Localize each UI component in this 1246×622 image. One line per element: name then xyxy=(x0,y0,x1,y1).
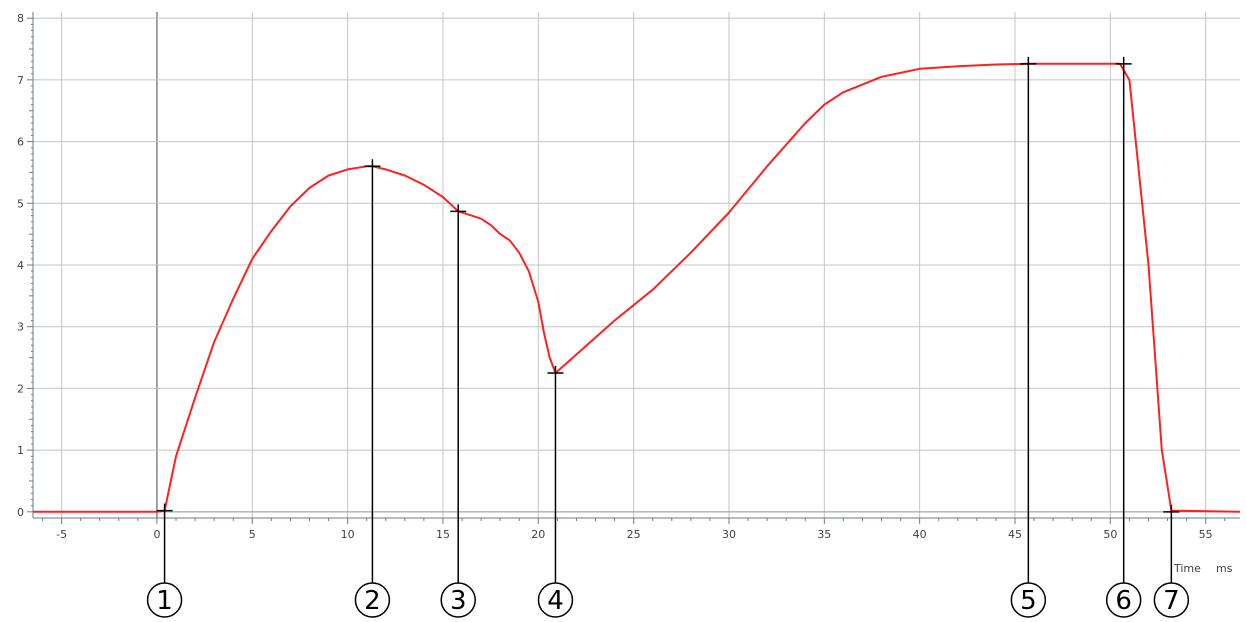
marker-4: 4 xyxy=(537,365,574,618)
marker-7: 7 xyxy=(1153,504,1190,618)
marker-label: 3 xyxy=(450,586,467,616)
grid xyxy=(33,12,1240,518)
marker-label: 2 xyxy=(364,586,381,616)
marker-circle xyxy=(1105,582,1142,618)
marker-5: 5 xyxy=(1010,56,1047,618)
x-tick-label: 55 xyxy=(1199,528,1213,541)
y-tick-label: 2 xyxy=(17,382,24,395)
x-tick-label: 20 xyxy=(531,528,545,541)
y-tick-label: 3 xyxy=(17,321,24,334)
marker-label: 1 xyxy=(156,586,173,616)
y-tick-label: 5 xyxy=(17,197,24,210)
marker-label: 5 xyxy=(1020,586,1037,616)
marker-circle xyxy=(440,582,476,618)
x-tick-label: -5 xyxy=(56,528,67,541)
marker-3: 3 xyxy=(440,204,476,618)
y-tick-label: 4 xyxy=(17,259,24,272)
x-tick-label: 25 xyxy=(627,528,641,541)
marker-label: 7 xyxy=(1163,586,1180,616)
x-tick-label: 35 xyxy=(817,528,831,541)
marker-2: 2 xyxy=(354,159,391,618)
y-axis-ticks: 0 1 2 3 4 5 6 7 8 xyxy=(17,12,33,519)
y-tick-label: 1 xyxy=(17,444,24,457)
marker-6: 6 xyxy=(1105,56,1142,618)
y-tick-label: 0 xyxy=(17,506,24,519)
marker-circle xyxy=(1153,582,1190,618)
marker-label: 6 xyxy=(1115,586,1132,616)
x-tick-label: 10 xyxy=(341,528,355,541)
y-tick-label: 8 xyxy=(17,12,24,25)
x-tick-label: 15 xyxy=(436,528,450,541)
marker-circle xyxy=(354,582,391,618)
series xyxy=(33,62,1241,513)
x-tick-label: 5 xyxy=(249,528,256,541)
marker-circle xyxy=(1010,582,1047,618)
x-axis-ticks: -5 0 5 10 15 20 25 30 35 40 45 50 55 xyxy=(42,518,1226,541)
x-axis-unit: ms xyxy=(1216,562,1233,575)
x-tick-label: 45 xyxy=(1008,528,1022,541)
marker-1: 1 xyxy=(146,503,183,618)
x-tick-label: 40 xyxy=(913,528,927,541)
x-tick-label: 0 xyxy=(153,528,160,541)
y-tick-label: 7 xyxy=(17,74,24,87)
marker-circle xyxy=(146,582,183,618)
x-axis-label: Time xyxy=(1173,562,1201,575)
x-tick-label: 50 xyxy=(1103,528,1117,541)
marker-label: 4 xyxy=(547,586,564,616)
marker-circle xyxy=(537,582,574,618)
x-tick-label: 30 xyxy=(722,528,736,541)
y-tick-label: 6 xyxy=(17,136,24,149)
series-line xyxy=(33,62,1241,513)
